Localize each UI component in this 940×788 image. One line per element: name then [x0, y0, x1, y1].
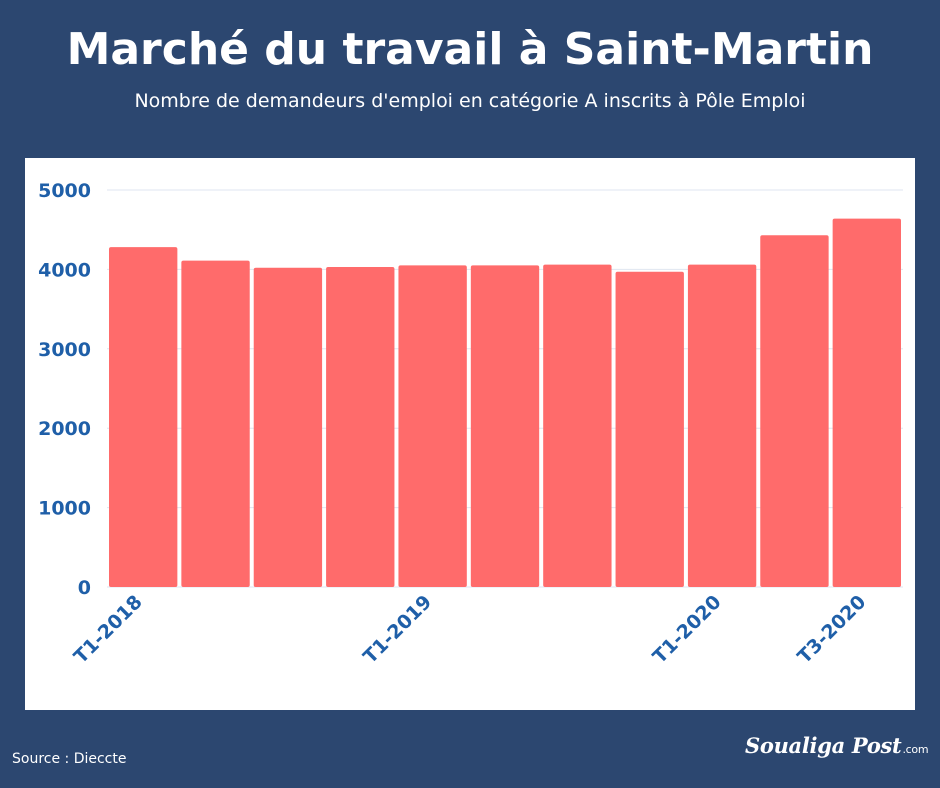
- y-tick-label: 5000: [38, 180, 91, 202]
- brand-suffix: .com: [902, 743, 929, 756]
- bar: [760, 235, 829, 587]
- bar: [832, 218, 901, 588]
- bar: [326, 267, 395, 587]
- y-tick-label: 2000: [38, 418, 91, 440]
- bar: [181, 260, 250, 587]
- chart-subtitle: Nombre de demandeurs d'emploi en catégor…: [134, 90, 806, 112]
- bar: [398, 265, 467, 587]
- brand-name: Soualiga Post: [745, 733, 902, 758]
- bar: [470, 265, 540, 587]
- source-note: Source : Dieccte: [12, 751, 127, 767]
- y-tick-label: 0: [78, 577, 91, 599]
- brand-logo: Soualiga Post.com: [745, 733, 929, 758]
- y-tick-label: 4000: [38, 259, 91, 281]
- bar: [109, 247, 178, 587]
- bar: [543, 264, 612, 587]
- x-tick-label: T1-2020: [649, 591, 726, 668]
- chart-title: Marché du travail à Saint-Martin: [66, 24, 874, 75]
- bar: [687, 264, 757, 587]
- x-tick-label: T1-2019: [359, 591, 436, 668]
- x-tick-label: T3-2020: [793, 591, 870, 668]
- x-tick-label: T1-2018: [70, 591, 147, 668]
- bar-chart: 0 1000 2000 3000 4000 5000 T1-2018 T1-2019 T1-20…: [38, 180, 903, 668]
- bar: [253, 267, 323, 587]
- bar: [615, 271, 684, 587]
- y-tick-label: 1000: [38, 498, 91, 520]
- y-tick-label: 3000: [38, 339, 91, 361]
- chart-panel: 0 1000 2000 3000 4000 5000 T1-2018 T1-2019 T1-20…: [25, 158, 915, 710]
